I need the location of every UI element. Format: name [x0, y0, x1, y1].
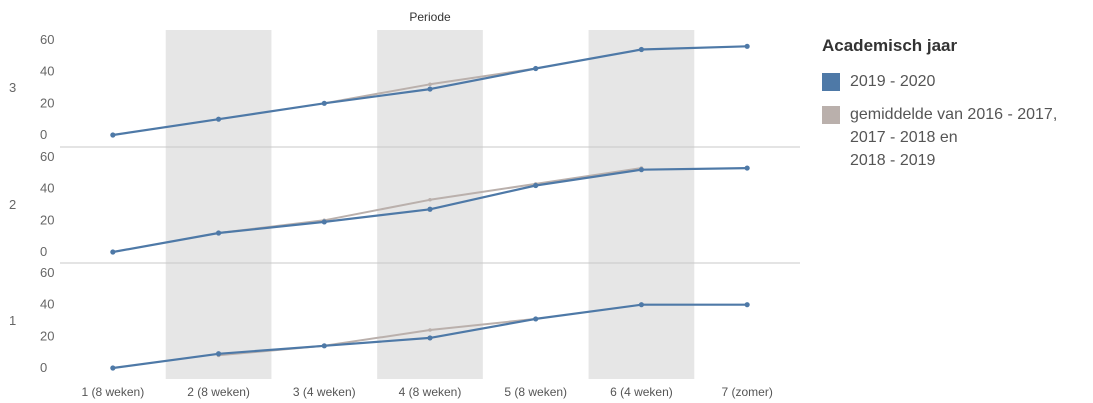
data-point-2019-2020-1-8-weken: [110, 365, 116, 371]
y-tick-label: 0: [40, 127, 47, 142]
y-tick-label: 40: [40, 297, 54, 312]
legend-item-average: gemiddelde van 2016 - 2017, 2017 - 2018 …: [822, 103, 1087, 172]
shaded-band-6-4-weken: [588, 30, 695, 379]
data-point-2019-2020-4-8-weken: [427, 206, 433, 212]
data-point-2019-2020-6-4-weken: [638, 302, 645, 308]
data-point-2019-2020-3-4-weken: [321, 343, 327, 349]
legend-label-2019-2020: 2019 - 2020: [850, 73, 936, 90]
data-point-2019-2020-2-8-weken: [215, 116, 222, 122]
legend-swatch-average: [822, 106, 840, 124]
y-tick-label: 40: [40, 181, 54, 196]
x-tick-label-3-4-weken: 3 (4 weken): [293, 385, 356, 399]
legend-label-average: gemiddelde van 2016 - 2017, 2017 - 2018 …: [850, 106, 1058, 169]
shaded-band-2-8-weken: [165, 30, 272, 379]
data-point-2019-2020-1-8-weken: [110, 249, 116, 255]
data-point-2019-2020-3-4-weken: [321, 100, 327, 106]
data-point-2019-2020-5-8-weken: [533, 182, 539, 189]
x-tick-label-2-8-weken: 2 (8 weken): [187, 385, 250, 399]
y-tick-label: 60: [40, 32, 54, 47]
legend-item-2019-2020: 2019 - 2020: [822, 70, 1087, 93]
data-point-2019-2020-6-4-weken: [638, 46, 645, 53]
y-tick-label: 0: [40, 244, 47, 259]
data-point-2019-2020-7-zomer: [744, 165, 750, 171]
shaded-bands: [165, 30, 695, 379]
y-tick-label: 20: [40, 95, 54, 110]
data-point-2019-2020-2-8-weken: [215, 351, 222, 357]
data-point-2019-2020-5-8-weken: [533, 65, 539, 72]
data-point-gemiddelde-van-2016-2017-2017-2018-en-2018-2019-4-8-weken: [428, 328, 432, 332]
data-point-gemiddelde-van-2016-2017-2017-2018-en-2018-2019-4-8-weken: [428, 197, 432, 202]
data-point-2019-2020-4-8-weken: [427, 86, 433, 92]
legend-title: Academisch jaar: [822, 36, 958, 55]
x-axis-title: Periode: [409, 10, 451, 24]
legend-swatch-2019-2020: [822, 73, 840, 91]
x-tick-label-4-8-weken: 4 (8 weken): [399, 385, 462, 399]
x-tick-label-6-4-weken: 6 (4 weken): [610, 385, 673, 399]
data-point-2019-2020-2-8-weken: [215, 230, 222, 236]
y-tick-label: 20: [40, 212, 54, 227]
x-tick-label-5-8-weken: 5 (8 weken): [504, 385, 567, 399]
data-point-2019-2020-5-8-weken: [533, 316, 539, 322]
data-point-2019-2020-3-4-weken: [321, 219, 327, 225]
x-tick-label-7-zomer: 7 (zomer): [721, 385, 772, 399]
data-point-2019-2020-1-8-weken: [110, 132, 116, 138]
data-point-2019-2020-4-8-weken: [427, 335, 433, 341]
legend: Academisch jaar 2019 - 2020 gemiddelde v…: [822, 36, 1087, 182]
data-point-2019-2020-7-zomer: [744, 43, 750, 49]
x-tick-label-1-8-weken: 1 (8 weken): [82, 385, 145, 399]
row-label-1: 1: [9, 313, 16, 328]
y-tick-label: 60: [40, 149, 54, 164]
data-point-2019-2020-6-4-weken: [638, 167, 645, 173]
series-lines: [110, 43, 750, 371]
data-point-gemiddelde-van-2016-2017-2017-2018-en-2018-2019-4-8-weken: [428, 82, 432, 87]
panel-separators: [60, 146, 800, 264]
row-label-3: 3: [9, 80, 16, 95]
row-label-2: 2: [9, 197, 16, 212]
y-tick-label: 0: [40, 360, 47, 375]
y-tick-label: 20: [40, 328, 54, 343]
y-tick-label: 40: [40, 64, 54, 79]
data-point-2019-2020-7-zomer: [744, 302, 750, 308]
y-tick-label: 60: [40, 265, 54, 280]
